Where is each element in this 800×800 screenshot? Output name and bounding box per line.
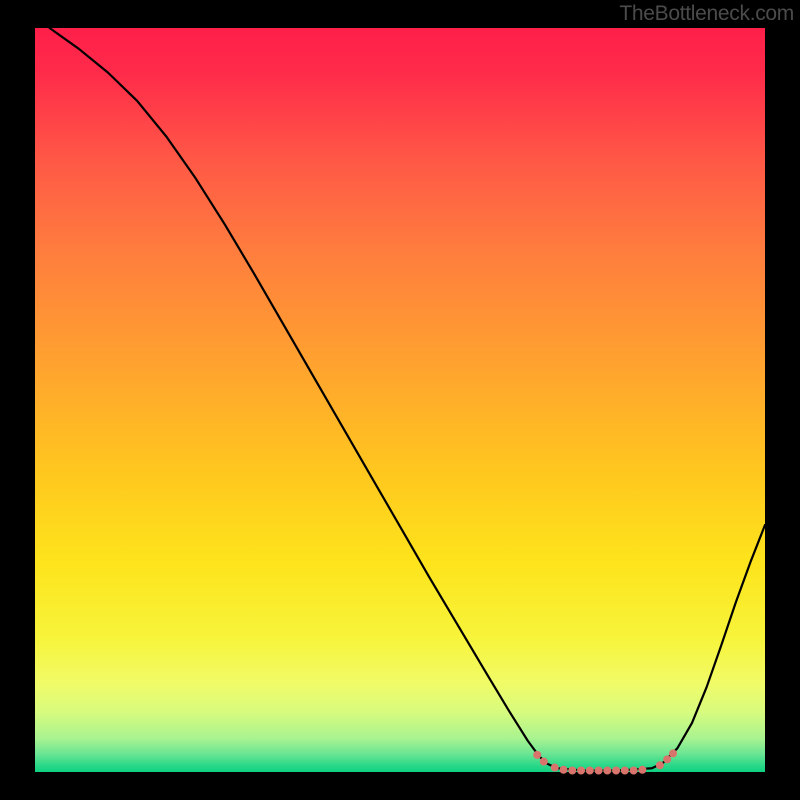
trough-marker	[560, 766, 567, 773]
plot-area	[35, 28, 765, 772]
trough-marker	[630, 767, 637, 774]
trough-marker	[595, 767, 602, 774]
trough-marker	[586, 767, 593, 774]
trough-marker	[613, 767, 620, 774]
heatmap-curve-chart	[0, 0, 800, 800]
trough-marker	[540, 758, 547, 765]
trough-marker	[534, 751, 541, 758]
trough-marker	[656, 762, 663, 769]
trough-marker	[569, 767, 576, 774]
trough-marker	[551, 764, 558, 771]
trough-marker	[578, 767, 585, 774]
trough-marker	[621, 767, 628, 774]
chart-container: TheBottleneck.com	[0, 0, 800, 800]
trough-marker	[639, 766, 646, 773]
trough-marker	[604, 767, 611, 774]
trough-marker	[670, 750, 677, 757]
trough-marker	[664, 756, 671, 763]
